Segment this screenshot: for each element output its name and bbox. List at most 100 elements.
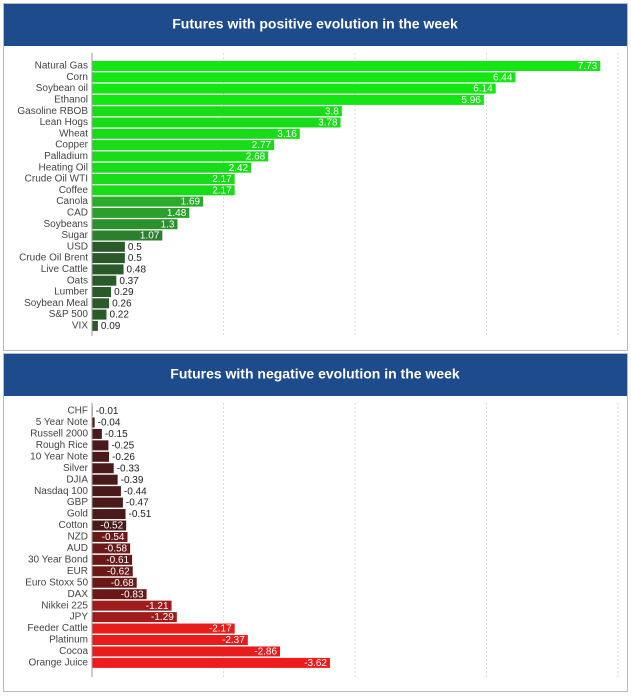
bar — [92, 451, 110, 462]
bar — [92, 646, 281, 657]
value-label: 3.16 — [277, 129, 297, 140]
bar — [92, 463, 114, 474]
category-label: Oats — [67, 275, 88, 286]
category-label: VIX — [72, 321, 88, 332]
value-label: 0.29 — [114, 287, 134, 298]
category-label: Canola — [56, 196, 88, 207]
bar — [92, 520, 127, 531]
value-label: -1.29 — [151, 612, 174, 623]
value-label: 0.48 — [127, 265, 147, 276]
value-label: -0.04 — [98, 418, 121, 429]
category-label: Palladium — [44, 151, 88, 162]
value-label: 1.3 — [161, 219, 175, 230]
value-label: 1.69 — [181, 197, 201, 208]
category-label: 10 Year Note — [30, 451, 88, 462]
value-label: -0.52 — [100, 521, 123, 532]
value-label: -0.62 — [107, 566, 130, 577]
bar — [92, 497, 123, 508]
value-label: 1.07 — [140, 231, 160, 242]
bar — [92, 185, 235, 196]
value-label: -0.26 — [112, 452, 135, 463]
category-label: Nasdaq 100 — [34, 486, 88, 497]
category-label: Sugar — [61, 230, 88, 241]
value-label: -0.15 — [105, 429, 128, 440]
category-label: GBP — [67, 497, 88, 508]
bar — [92, 554, 133, 565]
category-label: Heating Oil — [39, 162, 88, 173]
value-label: -0.44 — [124, 486, 147, 497]
value-label: -3.62 — [304, 658, 327, 669]
category-label: Rough Rice — [36, 440, 89, 451]
value-label: 0.5 — [128, 242, 142, 253]
bar — [92, 207, 190, 218]
category-label: Feeder Cattle — [27, 623, 88, 634]
category-label: Crude Oil Brent — [19, 253, 88, 264]
bar — [92, 577, 137, 588]
category-label: Ethanol — [54, 95, 88, 106]
category-label: CHF — [67, 406, 88, 417]
bar — [92, 600, 172, 611]
category-label: Orange Juice — [29, 658, 89, 669]
bar — [92, 72, 516, 83]
value-label: 2.68 — [246, 152, 266, 163]
category-label: 30 Year Bond — [28, 554, 88, 565]
value-label: 5.96 — [461, 95, 481, 106]
bar — [92, 543, 131, 554]
bar — [92, 417, 95, 428]
category-label: Crude Oil WTI — [25, 174, 88, 185]
chart-title: Futures with negative evolution in the w… — [170, 366, 460, 382]
value-label: -0.54 — [102, 532, 125, 543]
category-label: Euro Stoxx 50 — [25, 577, 88, 588]
value-label: -0.01 — [96, 406, 119, 417]
chart-title: Futures with positive evolution in the w… — [172, 16, 458, 32]
category-label: Gold — [67, 509, 88, 520]
category-label: DAX — [67, 589, 88, 600]
bar — [92, 298, 110, 309]
header-bar — [4, 354, 627, 396]
bar — [92, 612, 177, 623]
value-label: -0.68 — [111, 578, 134, 589]
value-label: -0.25 — [111, 440, 134, 451]
value-label: -0.83 — [121, 589, 144, 600]
bar — [92, 623, 235, 634]
category-label: CAD — [67, 208, 88, 219]
bar — [92, 275, 117, 286]
value-label: 0.26 — [112, 298, 132, 309]
bar — [92, 174, 235, 184]
value-label: 2.42 — [229, 163, 249, 174]
bar — [92, 287, 112, 297]
bar — [92, 83, 496, 94]
value-label: 6.44 — [493, 72, 513, 83]
bar — [92, 253, 125, 264]
bar — [92, 486, 121, 497]
category-label: Lumber — [54, 287, 89, 298]
bar — [92, 61, 601, 71]
category-label: Coffee — [59, 185, 89, 196]
value-label: -0.39 — [121, 475, 144, 486]
category-label: Platinum — [49, 635, 88, 646]
bar — [92, 635, 248, 645]
bar — [92, 196, 204, 207]
bar — [92, 657, 331, 668]
category-label: 5 Year Note — [36, 417, 89, 428]
bar — [92, 230, 163, 241]
category-label: Russell 2000 — [30, 429, 88, 440]
bar — [92, 117, 341, 128]
bar — [92, 531, 128, 542]
value-label: -2.17 — [209, 624, 232, 635]
bar — [92, 151, 269, 162]
category-label: NZD — [67, 532, 88, 543]
bar — [92, 440, 109, 451]
value-label: 3.8 — [325, 106, 339, 117]
bar — [92, 509, 126, 520]
value-label: 7.73 — [578, 61, 598, 72]
category-label: Nikkei 225 — [41, 600, 88, 611]
value-label: 2.77 — [252, 140, 272, 151]
category-label: USD — [67, 241, 88, 252]
value-label: -0.47 — [126, 498, 149, 509]
bar — [92, 162, 252, 173]
value-label: 2.17 — [212, 174, 232, 185]
value-label: -2.37 — [222, 635, 245, 646]
category-label: AUD — [67, 543, 88, 554]
bar — [92, 428, 102, 439]
